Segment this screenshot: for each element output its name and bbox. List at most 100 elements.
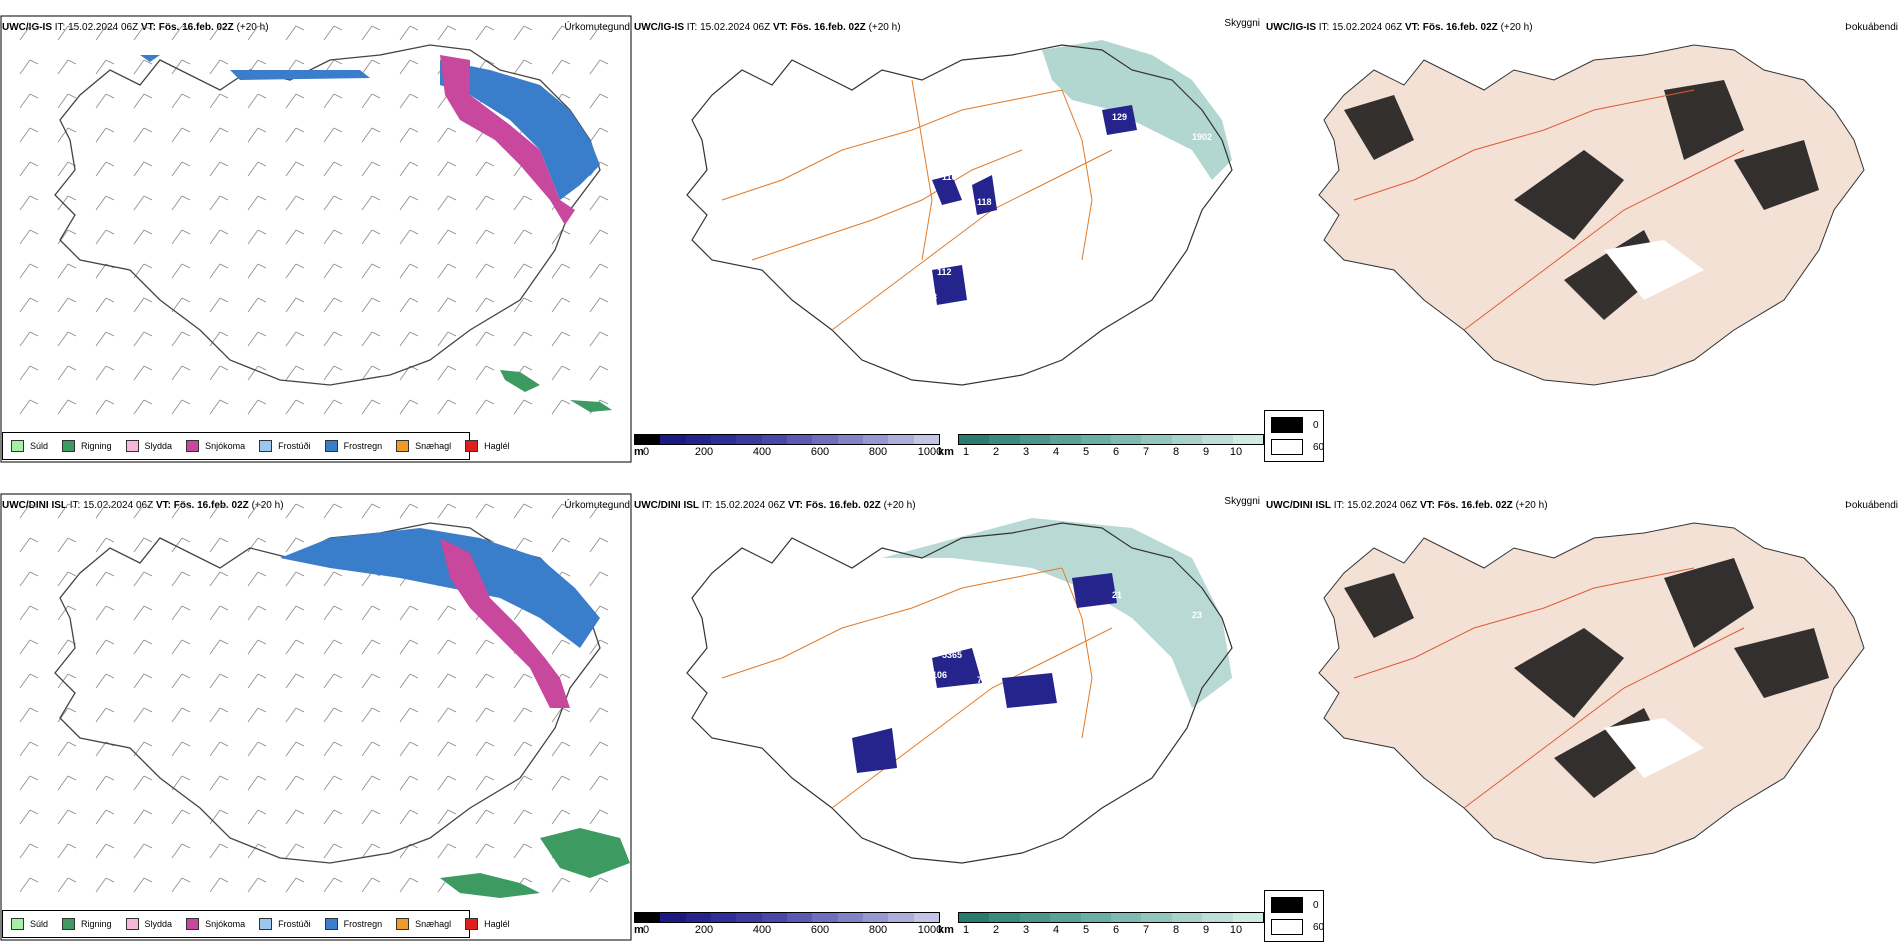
wind-barb bbox=[19, 399, 31, 415]
wind-barb bbox=[285, 605, 297, 621]
wind-barb bbox=[475, 263, 487, 279]
wind-barb-flag bbox=[105, 639, 115, 645]
wind-barb bbox=[171, 707, 183, 723]
wind-barb bbox=[551, 59, 563, 75]
wind-barb bbox=[475, 365, 487, 381]
wind-barb-flag bbox=[599, 127, 609, 133]
wind-barb bbox=[247, 809, 259, 825]
wind-barb-flag bbox=[105, 25, 115, 31]
wind-barb bbox=[361, 605, 373, 621]
wind-barb-flag bbox=[181, 571, 191, 577]
wind-barb-flag bbox=[67, 229, 77, 235]
wind-barb bbox=[589, 93, 601, 109]
wind-barb-flag bbox=[561, 707, 571, 713]
wind-barb-flag bbox=[561, 639, 571, 645]
wind-barbs bbox=[19, 503, 609, 893]
panel-title: Þokuábendi bbox=[1845, 22, 1898, 33]
wind-barb-flag bbox=[599, 195, 609, 201]
wind-barb-flag bbox=[219, 809, 229, 815]
wind-barb-flag bbox=[599, 537, 609, 543]
wind-barb-flag bbox=[599, 229, 609, 235]
wind-barb-flag bbox=[599, 25, 609, 31]
wind-barb bbox=[437, 673, 449, 689]
wind-barb bbox=[361, 229, 373, 245]
cloud-value-label: 116 bbox=[942, 172, 957, 182]
wind-barb-flag bbox=[29, 843, 39, 849]
wind-barb-flag bbox=[371, 297, 381, 303]
wind-barb bbox=[285, 503, 297, 519]
wind-barb bbox=[513, 25, 525, 41]
wind-barb-flag bbox=[29, 59, 39, 65]
wind-barb bbox=[437, 843, 449, 859]
wind-barb-flag bbox=[29, 399, 39, 405]
wind-barb-flag bbox=[29, 571, 39, 577]
wind-barb bbox=[361, 59, 373, 75]
wind-barb bbox=[133, 365, 145, 381]
wind-barb-flag bbox=[181, 263, 191, 269]
wind-barb-flag bbox=[257, 741, 267, 747]
wind-barb bbox=[247, 741, 259, 757]
wind-barb bbox=[437, 809, 449, 825]
wind-barb bbox=[589, 25, 601, 41]
wind-barb-flag bbox=[561, 365, 571, 371]
wind-barb-flag bbox=[295, 365, 305, 371]
wind-barb-flag bbox=[105, 877, 115, 883]
wind-barb bbox=[399, 127, 411, 143]
wind-barb bbox=[323, 127, 335, 143]
cloud-value-label: 146 bbox=[1052, 272, 1067, 282]
wind-barb bbox=[285, 707, 297, 723]
cloud-value-label: 21 bbox=[1112, 590, 1122, 600]
wind-barb bbox=[209, 741, 221, 757]
wind-barb bbox=[399, 605, 411, 621]
wind-barb-flag bbox=[181, 775, 191, 781]
wind-barb bbox=[19, 59, 31, 75]
panel-header: UWC/IG-IS IT: 15.02.2024 06Z VT: Fös. 16… bbox=[634, 22, 901, 33]
wind-barb-flag bbox=[219, 93, 229, 99]
legend-item: Rigning bbox=[62, 440, 112, 452]
wind-barb-flag bbox=[295, 707, 305, 713]
wind-barb-flag bbox=[181, 161, 191, 167]
wind-barb bbox=[57, 707, 69, 723]
wind-barb bbox=[551, 741, 563, 757]
cloud-value-label: 129 bbox=[1112, 112, 1127, 122]
wind-barb bbox=[133, 843, 145, 859]
wind-barb bbox=[19, 707, 31, 723]
cloud-value-label: 411 bbox=[1012, 750, 1027, 760]
wind-barb bbox=[209, 399, 221, 415]
wind-barb bbox=[513, 503, 525, 519]
wind-barb-flag bbox=[485, 537, 495, 543]
wind-barb bbox=[171, 809, 183, 825]
wind-barb-flag bbox=[599, 775, 609, 781]
wind-barb bbox=[57, 639, 69, 655]
wind-barb-flag bbox=[219, 263, 229, 269]
wind-barb bbox=[285, 399, 297, 415]
wind-barb bbox=[323, 673, 335, 689]
wind-barb bbox=[247, 93, 259, 109]
wind-barb bbox=[19, 877, 31, 893]
wind-barb-flag bbox=[29, 25, 39, 31]
wind-barb bbox=[475, 639, 487, 655]
wind-barb-flag bbox=[409, 127, 419, 133]
cloud-value-label: 112 bbox=[937, 267, 952, 277]
wind-barb bbox=[57, 25, 69, 41]
wind-barb bbox=[209, 775, 221, 791]
wind-barb-flag bbox=[333, 331, 343, 337]
wind-barb-flag bbox=[295, 229, 305, 235]
wind-barb bbox=[475, 399, 487, 415]
cloud-value-label: 120 bbox=[1122, 665, 1137, 675]
wind-barb bbox=[133, 127, 145, 143]
precip-legend: Súld Rigning Slydda Snjókoma Frostúði Fr… bbox=[2, 432, 510, 460]
wind-barb-flag bbox=[181, 229, 191, 235]
wind-barb bbox=[209, 673, 221, 689]
wind-barb-flag bbox=[371, 399, 381, 405]
wind-barb bbox=[95, 195, 107, 211]
wind-barb-flag bbox=[257, 673, 267, 679]
wind-barb-flag bbox=[181, 605, 191, 611]
wind-barb-flag bbox=[67, 297, 77, 303]
wind-barb-flag bbox=[599, 331, 609, 337]
wind-barb-flag bbox=[67, 775, 77, 781]
wind-barb bbox=[247, 605, 259, 621]
wind-barb-flag bbox=[371, 741, 381, 747]
wind-barb bbox=[209, 297, 221, 313]
wind-barb-flag bbox=[181, 707, 191, 713]
